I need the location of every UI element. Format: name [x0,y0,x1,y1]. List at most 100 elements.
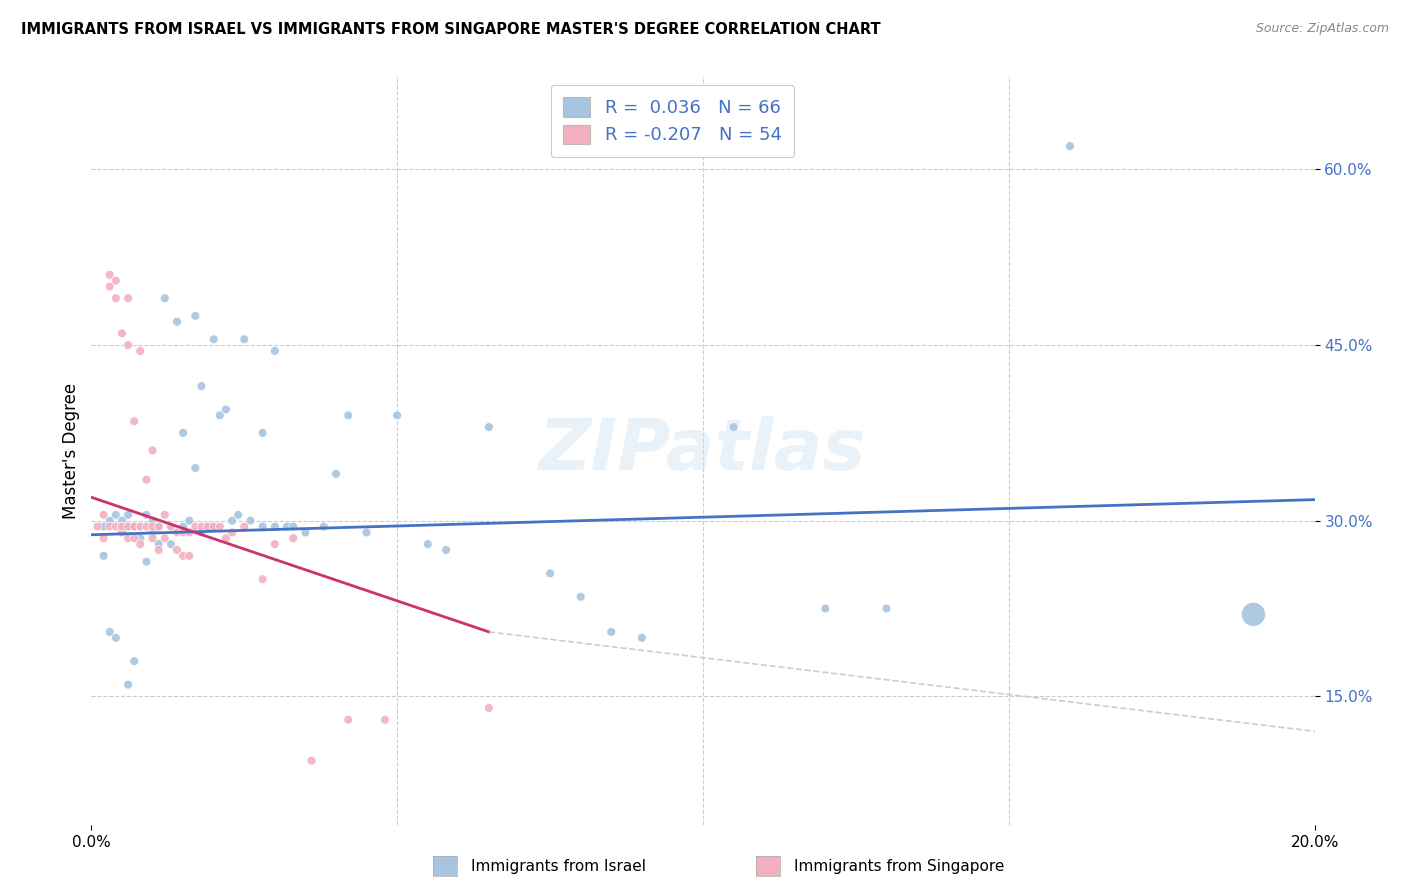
Point [98,519,121,533]
Point [233,332,256,346]
Point [569,590,592,604]
Point [723,420,745,434]
Point [117,519,139,533]
Point [111,525,134,540]
Point [111,519,134,533]
Point [122,519,145,533]
Point [111,326,134,341]
Point [129,531,152,545]
Point [148,543,170,558]
Point [117,519,139,533]
Point [283,531,305,545]
Y-axis label: Master's Degree: Master's Degree [62,383,80,518]
Point [184,519,207,533]
Point [264,343,287,358]
Point [172,425,194,440]
Point [111,519,134,533]
Point [135,508,157,522]
Text: Immigrants from Israel: Immigrants from Israel [471,859,645,873]
Point [478,420,501,434]
Point [190,525,212,540]
Point [129,537,152,551]
Point [631,631,654,645]
Legend: R =  0.036   N = 66, R = -0.207   N = 54: R = 0.036 N = 66, R = -0.207 N = 54 [551,85,794,157]
Point [1243,607,1265,622]
Point [117,338,139,352]
Point [202,519,225,533]
Point [283,519,305,533]
Point [141,519,163,533]
Point [166,525,188,540]
Point [98,514,121,528]
Point [148,519,170,533]
Point [129,343,152,358]
Point [135,555,157,569]
Point [104,274,127,288]
Point [202,519,225,533]
Point [160,519,183,533]
Point [202,332,225,346]
Point [252,519,274,533]
Point [208,409,231,423]
Point [129,519,152,533]
Point [385,409,409,423]
Point [233,519,256,533]
Point [111,519,134,533]
Point [98,624,121,639]
Text: IMMIGRANTS FROM ISRAEL VS IMMIGRANTS FROM SINGAPORE MASTER'S DEGREE CORRELATION : IMMIGRANTS FROM ISRAEL VS IMMIGRANTS FRO… [21,22,880,37]
Point [190,519,212,533]
Point [325,467,347,481]
Point [294,525,316,540]
Point [86,519,108,533]
Point [875,601,898,615]
Point [93,519,115,533]
Point [226,508,249,522]
Point [478,701,501,715]
Point [98,279,121,293]
Point [117,291,139,305]
Point [166,543,188,558]
Point [172,549,194,563]
Point [221,525,243,540]
Point [111,525,134,540]
Point [221,514,243,528]
Point [98,268,121,282]
Point [111,514,134,528]
Point [337,409,360,423]
Point [93,508,115,522]
Point [179,514,201,528]
Point [215,402,238,417]
Point [153,531,176,545]
Point [184,309,207,323]
Point [122,519,145,533]
Point [1059,139,1081,153]
Point [122,414,145,428]
Point [374,713,396,727]
Point [179,549,201,563]
Point [141,525,163,540]
Point [141,514,163,528]
Point [148,537,170,551]
Point [264,537,287,551]
Point [141,531,163,545]
Point [122,531,145,545]
Point [166,315,188,329]
Point [104,508,127,522]
Point [104,291,127,305]
Point [179,525,201,540]
Point [301,754,323,768]
Point [153,508,176,522]
Point [104,631,127,645]
Point [153,291,176,305]
Point [141,443,163,458]
Point [252,572,274,586]
Point [312,519,335,533]
Point [122,654,145,668]
Text: Immigrants from Singapore: Immigrants from Singapore [794,859,1005,873]
Point [416,537,439,551]
Point [160,537,183,551]
Point [197,519,219,533]
Point [190,379,212,393]
Point [148,519,170,533]
Point [814,601,837,615]
